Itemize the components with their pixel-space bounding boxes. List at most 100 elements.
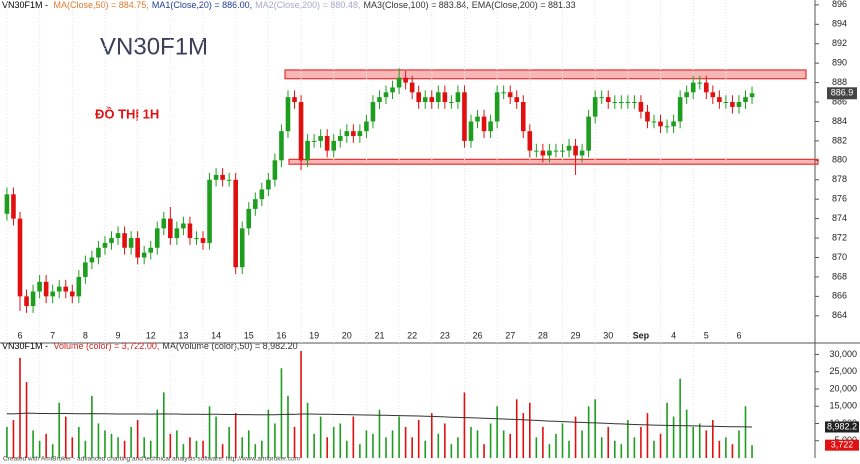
candle-body [534,150,539,152]
candle-body [449,102,454,104]
volume-bar [437,433,440,458]
volume-bar [313,433,315,458]
candle-body [468,121,474,141]
legend-entry: VN30F1M - [2,341,51,351]
candle-body [743,97,748,103]
y-tick-label: 30,000 [829,349,857,359]
candle-body [122,233,127,248]
volume-bar [306,402,309,458]
candle-body [56,286,62,292]
volume-bar [509,433,511,458]
volume-bar [25,382,28,458]
candle-body [462,92,467,141]
candle-body [540,150,546,156]
y-tick-label: 890 [832,58,847,68]
x-tick-label: 12 [146,330,156,340]
candle-body [710,92,716,98]
candle-body [442,92,448,103]
volume-bar [78,426,80,458]
volume-bar [287,395,289,458]
candle-body [677,97,683,122]
candle-body [488,121,493,132]
volume-bar [182,444,185,458]
volume-bar [627,420,629,458]
candle-body [76,276,82,297]
volume-bar [274,423,276,458]
candle-body [501,92,506,94]
legend-entry: VN30F1M - [2,0,51,10]
candle-body [658,121,663,127]
candle-body [703,82,709,93]
volume-bar [705,430,708,458]
legend-entry: MA2(Close,200) = 880.48, [255,0,360,10]
volume-bar [293,426,296,458]
candle-body [586,116,591,151]
x-tick-label: 26 [473,330,483,340]
x-tick-label: 21 [374,330,384,340]
candle-body [43,281,49,297]
candle-body [527,131,533,151]
volume-bar [84,440,87,458]
candle-body [377,97,382,103]
volume-bar [640,426,642,458]
candle-body [455,92,461,103]
volume-bar [300,351,302,458]
volume-bar [417,420,420,458]
volume-bar [97,423,100,458]
candle-body [514,97,520,103]
candle-body [246,208,252,229]
volume-bar [561,423,564,458]
volume-bar [398,416,400,458]
volume-bar [679,378,681,458]
candle-body [148,247,154,253]
volume-bar [725,437,727,458]
legend-entry: Volume (color) = 3,722.00, [54,341,160,351]
y-tick-label: 872 [832,232,847,242]
volume-bar [444,423,446,458]
x-tick-label: 20 [342,330,352,340]
volume-bar [319,416,322,458]
volume-bar [515,399,518,458]
candle-body [17,218,23,297]
volume-bar [574,416,577,458]
volume-bar [136,420,139,458]
candle-body [422,97,428,103]
footer: Created with AmiBroker - advanced charti… [3,456,300,463]
support-resistance-zone [288,158,819,165]
candle-body [226,179,232,181]
volume-bar [117,437,119,458]
x-tick-label: 16 [276,330,286,340]
volume-bar [450,444,453,458]
candle-body [187,223,193,239]
volume-bar [712,420,714,458]
candle-body [344,131,350,137]
candle-body [292,97,297,103]
volume-bar [430,413,433,458]
candle-body [481,116,487,132]
volume-bar [718,440,721,458]
candle-body [252,199,258,209]
candle-body [671,121,676,127]
volume-bar [731,444,734,458]
x-tick-label: 15 [244,330,254,340]
volume-bar [751,445,753,458]
legend-entry: MA1(Close,20) = 886.00, [152,0,252,10]
x-tick-label: 9 [116,330,121,340]
volume-bar [365,430,368,458]
y-tick-label: 15,000 [829,401,857,411]
y-tick-label: 880 [832,155,847,165]
y-tick-label: 886 [832,96,847,106]
volume-bar [91,395,93,458]
volume-bar [372,433,374,458]
volume-bar [653,440,655,458]
volume-bar [633,437,636,458]
x-tick-label: 22 [407,330,417,340]
candle-body [279,131,284,161]
candle-body [690,82,696,93]
candle-body [128,238,134,248]
volume-bar [594,399,596,458]
volume-bar [228,426,230,458]
x-tick-label: 4 [671,330,676,340]
candle-body [24,296,29,307]
volume-bar [215,416,217,458]
